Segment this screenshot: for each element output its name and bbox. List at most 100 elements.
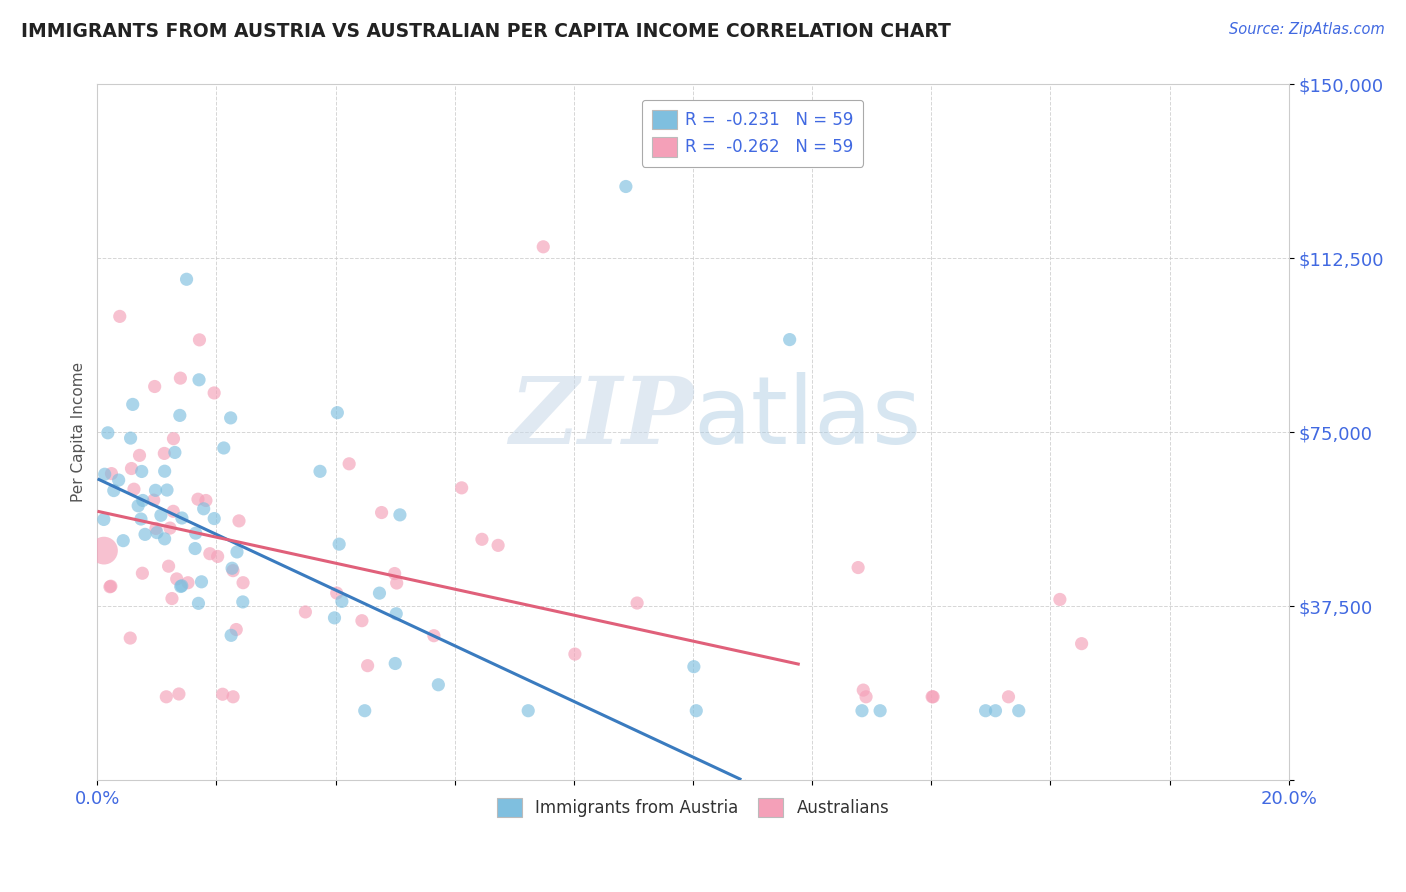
Point	[153, 464, 176, 478]
Point	[450, 481, 472, 495]
Point	[131, 566, 153, 581]
Point	[159, 521, 181, 535]
Point	[225, 623, 247, 637]
Point	[370, 506, 392, 520]
Point	[184, 541, 207, 556]
Point	[356, 658, 378, 673]
Point	[846, 560, 869, 574]
Point	[121, 397, 143, 411]
Point	[626, 596, 648, 610]
Point	[163, 445, 186, 459]
Point	[153, 446, 176, 460]
Point	[517, 704, 540, 718]
Point	[187, 492, 209, 507]
Point	[997, 690, 1019, 704]
Point	[337, 457, 360, 471]
Point	[188, 373, 211, 387]
Text: ZIP: ZIP	[509, 374, 693, 464]
Point	[149, 508, 172, 523]
Point	[922, 690, 945, 704]
Point	[309, 464, 332, 478]
Point	[683, 659, 706, 673]
Point	[471, 533, 494, 547]
Point	[156, 483, 179, 497]
Point	[368, 586, 391, 600]
Point	[128, 449, 150, 463]
Point	[157, 559, 180, 574]
Point	[127, 499, 149, 513]
Point	[211, 687, 233, 701]
Point	[97, 425, 120, 440]
Point	[1049, 592, 1071, 607]
Point	[170, 579, 193, 593]
Text: Source: ZipAtlas.com: Source: ZipAtlas.com	[1229, 22, 1385, 37]
Point	[193, 501, 215, 516]
Point	[98, 580, 121, 594]
Point	[852, 683, 875, 698]
Point	[146, 525, 169, 540]
Point	[100, 579, 122, 593]
Point	[219, 628, 242, 642]
Point	[531, 240, 554, 254]
Point	[685, 704, 707, 718]
Point	[122, 482, 145, 496]
Point	[112, 533, 135, 548]
Point	[226, 545, 249, 559]
Point	[93, 543, 115, 558]
Point	[162, 504, 184, 518]
Point	[169, 409, 191, 423]
Point	[219, 410, 242, 425]
Point	[353, 704, 375, 718]
Point	[120, 631, 142, 645]
Point	[384, 657, 406, 671]
Point	[145, 483, 167, 498]
Text: IMMIGRANTS FROM AUSTRIA VS AUSTRALIAN PER CAPITA INCOME CORRELATION CHART: IMMIGRANTS FROM AUSTRIA VS AUSTRALIAN PE…	[21, 22, 950, 41]
Point	[984, 704, 1007, 718]
Point	[222, 564, 245, 578]
Point	[486, 538, 509, 552]
Point	[207, 549, 229, 564]
Y-axis label: Per Capita Income: Per Capita Income	[72, 362, 86, 502]
Point	[202, 511, 225, 525]
Point	[779, 333, 801, 347]
Point	[323, 611, 346, 625]
Point	[169, 371, 191, 385]
Point	[564, 647, 586, 661]
Point	[423, 629, 446, 643]
Point	[614, 179, 637, 194]
Point	[176, 272, 198, 286]
Point	[155, 690, 177, 704]
Point	[385, 576, 408, 591]
Point	[188, 333, 211, 347]
Point	[93, 512, 115, 526]
Point	[121, 461, 143, 475]
Point	[120, 431, 142, 445]
Point	[326, 406, 349, 420]
Point	[170, 579, 193, 593]
Point	[108, 310, 131, 324]
Point	[194, 493, 217, 508]
Point	[145, 521, 167, 535]
Point	[325, 586, 347, 600]
Point	[232, 595, 254, 609]
Point	[1070, 637, 1092, 651]
Point	[132, 493, 155, 508]
Point	[93, 467, 115, 482]
Point	[212, 441, 235, 455]
Point	[131, 465, 153, 479]
Point	[162, 432, 184, 446]
Point	[142, 493, 165, 508]
Point	[167, 687, 190, 701]
Point	[143, 379, 166, 393]
Point	[974, 704, 997, 718]
Point	[160, 591, 183, 606]
Point	[134, 527, 156, 541]
Point	[222, 690, 245, 704]
Point	[129, 512, 152, 526]
Point	[228, 514, 250, 528]
Point	[385, 607, 408, 621]
Point	[294, 605, 316, 619]
Point	[328, 537, 350, 551]
Point	[107, 473, 129, 487]
Point	[388, 508, 411, 522]
